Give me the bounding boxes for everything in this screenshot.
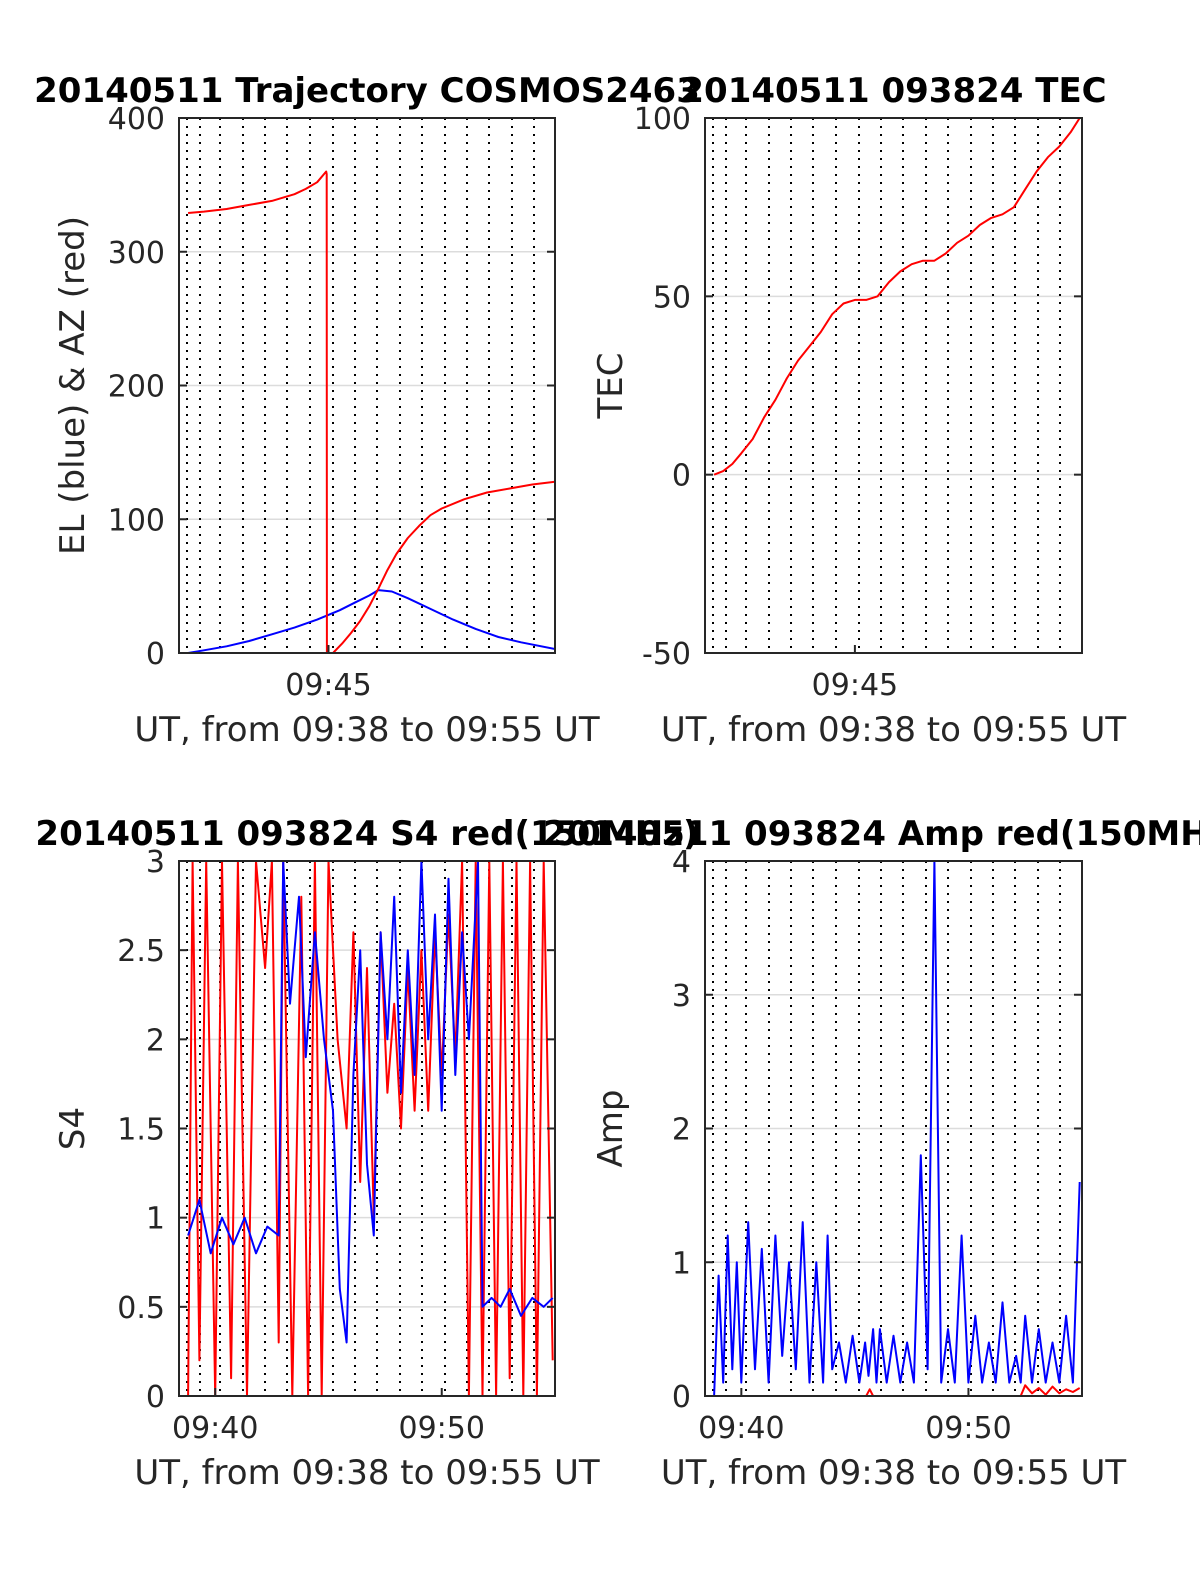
y-axis-label: Amp [591, 1090, 631, 1168]
x-axis-label: UT, from 09:38 to 09:55 UT [661, 1453, 1127, 1493]
y-axis-label: EL (blue) & AZ (red) [53, 216, 93, 555]
series-blue-line [187, 861, 554, 1344]
series-red-line [714, 1384, 1081, 1396]
y-tick-label-3: 50 [653, 280, 691, 315]
chart-panel-1: 0 100 200 300 400 09:45 UT, from 09:38 to 09:5… [34, 71, 700, 750]
x-tick-label-2: 09:50 [399, 1411, 485, 1446]
x-tick-label-1: 09:45 [812, 668, 898, 703]
y-tick-label-6: 2.5 [117, 934, 165, 969]
y-tick-label-3: 200 [108, 370, 165, 405]
y-tick-label-3: 2 [672, 1113, 691, 1148]
y-tick-label-4: 3 [672, 979, 691, 1014]
y-tick-label-1: 0 [146, 637, 165, 672]
chart-panel-2: -50 0 50 100 09:45 UT, from 09:38 to 09:55 UT… [591, 71, 1126, 750]
y-tick-label-4: 300 [108, 236, 165, 271]
chart-title: 20140511 093824 TEC [680, 71, 1106, 111]
chart-panel-3: 0 0.5 1 1.5 2 2.5 3 09:40 09:50 UT, from 09:38 to… [35, 814, 698, 1493]
y-tick-label-5: 4 [672, 845, 691, 880]
x-axis-label: UT, from 09:38 to 09:55 UT [134, 1453, 600, 1493]
y-tick-label-1: 0 [672, 1380, 691, 1415]
y-tick-label-2: 100 [108, 503, 165, 538]
x-tick-label-1: 09:40 [698, 1411, 784, 1446]
axes-box [704, 117, 1083, 654]
y-tick-label-5: 2 [146, 1023, 165, 1058]
y-tick-label-2: 0 [672, 459, 691, 494]
series-tec-line [713, 118, 1081, 476]
y-tick-label-1: -50 [642, 637, 691, 672]
chart-panel-4: 0 1 2 3 4 09:40 09:50 UT, from 09:38 to 09:55 U… [543, 814, 1200, 1493]
y-tick-label-7: 3 [146, 845, 165, 880]
x-tick-label-1: 09:40 [172, 1411, 258, 1446]
y-axis-label: TEC [591, 353, 631, 420]
y-axis-label: S4 [53, 1107, 93, 1150]
chart-title: 20140511 Trajectory COSMOS2463 [34, 71, 700, 111]
y-tick-label-1: 0 [146, 1380, 165, 1415]
series-az-line [188, 170, 555, 653]
y-tick-label-2: 1 [672, 1246, 691, 1281]
x-axis-label: UT, from 09:38 to 09:55 UT [661, 710, 1127, 750]
plot-area [705, 118, 1082, 653]
y-tick-label-5: 400 [108, 102, 165, 137]
y-tick-label-2: 0.5 [117, 1291, 165, 1326]
chart-title: 20140511 093824 Amp red(150MHz) [543, 814, 1200, 854]
series-el-line [187, 589, 555, 653]
x-axis-label: UT, from 09:38 to 09:55 UT [134, 710, 600, 750]
x-tick-label-2: 09:50 [925, 1411, 1011, 1446]
y-tick-label-3: 1 [146, 1202, 165, 1237]
series-blue-line [713, 861, 1081, 1396]
y-tick-label-4: 100 [634, 102, 691, 137]
y-tick-label-4: 1.5 [117, 1113, 165, 1148]
x-tick-label-1: 09:45 [285, 668, 371, 703]
chart-title: 20140511 093824 S4 red(150MHz) [35, 814, 698, 854]
